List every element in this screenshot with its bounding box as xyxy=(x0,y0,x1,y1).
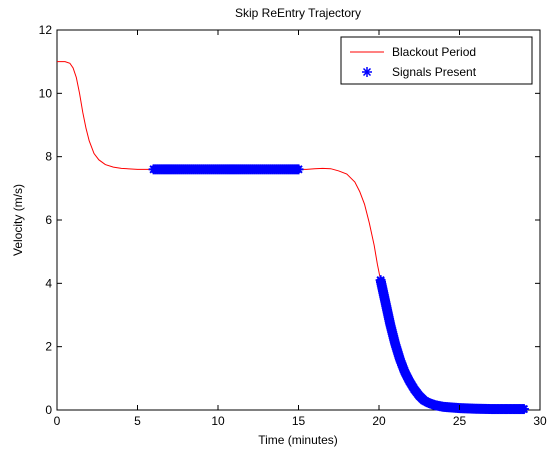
legend-swatch-signals xyxy=(362,67,372,77)
x-tick-label: 25 xyxy=(453,414,467,428)
x-tick-label: 5 xyxy=(134,414,141,428)
y-tick-label: 10 xyxy=(39,86,53,100)
x-tick-label: 15 xyxy=(292,414,306,428)
marker-stroke xyxy=(519,404,529,414)
legend-label-signals: Signals Present xyxy=(392,65,477,79)
y-tick-label: 2 xyxy=(45,340,52,354)
y-tick-label: 0 xyxy=(45,403,52,417)
marker-stroke xyxy=(294,165,303,174)
signal-marker xyxy=(293,164,304,175)
legend: Blackout Period Signals Present xyxy=(340,36,533,85)
y-tick-label: 4 xyxy=(45,276,52,290)
x-tick-label: 0 xyxy=(54,414,61,428)
ticks-layer: 0 5 10 15 20 25 30 0 2 4 6 8 10 12 xyxy=(39,23,547,428)
series-layer xyxy=(57,61,529,415)
legend-label-blackout: Blackout Period xyxy=(392,45,476,59)
y-tick-label: 12 xyxy=(39,23,53,37)
plot-area: 0 5 10 15 20 25 30 0 2 4 6 8 10 12 xyxy=(39,23,547,428)
legend-box xyxy=(340,36,533,85)
y-tick-label: 8 xyxy=(45,150,52,164)
plot-frame xyxy=(56,29,541,411)
y-axis-label: Velocity (m/s) xyxy=(11,184,25,256)
x-tick-label: 20 xyxy=(372,414,386,428)
chart-title: Skip ReEntry Trajectory xyxy=(235,6,361,20)
y-tick-label: 6 xyxy=(45,213,52,227)
x-tick-label: 10 xyxy=(211,414,225,428)
x-tick-label: 30 xyxy=(533,414,547,428)
signal-marker xyxy=(518,404,529,415)
x-axis-label: Time (minutes) xyxy=(258,433,338,447)
